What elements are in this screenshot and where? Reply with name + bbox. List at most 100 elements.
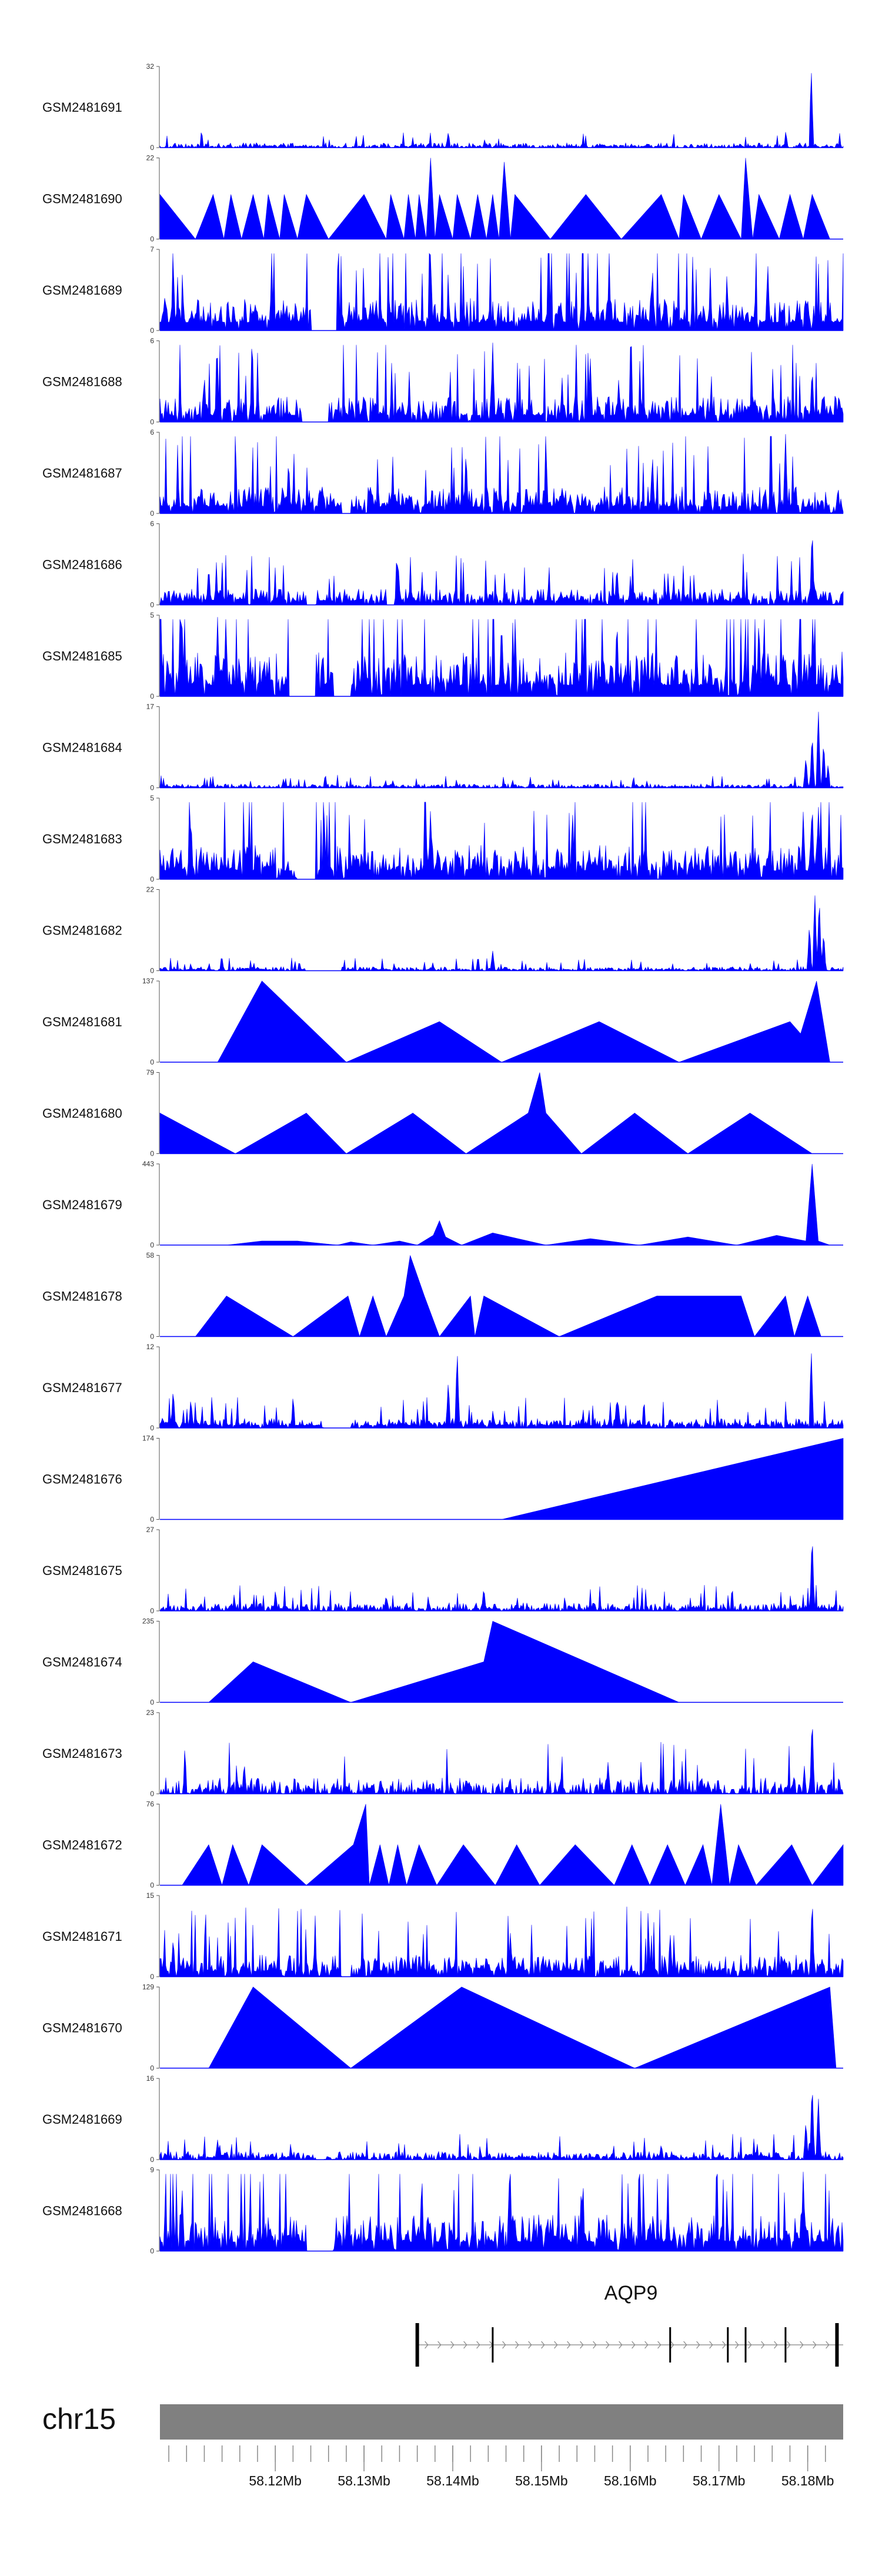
coverage-area bbox=[159, 895, 844, 972]
track-label: GSM2481669 bbox=[42, 2112, 122, 2127]
coverage-area bbox=[208, 1987, 837, 2068]
y-min-label: 0 bbox=[150, 2247, 154, 2255]
y-min-label: 0 bbox=[150, 875, 154, 883]
track-label: GSM2481686 bbox=[42, 558, 122, 572]
y-min-label: 0 bbox=[150, 1607, 154, 1615]
strand-arrow bbox=[683, 2341, 687, 2349]
track-GSM2481670: GSM2481670 129 0 bbox=[42, 1983, 843, 2073]
track-label: GSM2481690 bbox=[42, 192, 122, 206]
y-min-label: 0 bbox=[150, 601, 154, 609]
strand-arrow bbox=[709, 2341, 713, 2349]
strand-arrow bbox=[826, 2341, 830, 2349]
track-label: GSM2481679 bbox=[42, 1197, 122, 1212]
track-GSM2481685: GSM2481685 5 0 bbox=[42, 611, 844, 700]
track-GSM2481676: GSM2481676 174 0 bbox=[42, 1434, 844, 1524]
gene-exon bbox=[784, 2327, 787, 2363]
track-label: GSM2481684 bbox=[42, 740, 122, 755]
track-GSM2481669: GSM2481669 16 0 bbox=[42, 2074, 844, 2164]
coverage-area bbox=[159, 1072, 813, 1154]
chromosome-ideogram-bar bbox=[160, 2404, 843, 2440]
track-GSM2481677: GSM2481677 12 0 bbox=[42, 1343, 844, 1432]
strand-arrow bbox=[761, 2341, 765, 2349]
axis-tick-label: 58.14Mb bbox=[426, 2473, 479, 2488]
coverage-area bbox=[159, 1353, 844, 1429]
track-GSM2481689: GSM2481689 7 0 bbox=[42, 245, 844, 335]
strand-arrow bbox=[800, 2341, 804, 2349]
gene-exon bbox=[744, 2327, 747, 2363]
y-min-label: 0 bbox=[150, 1058, 154, 1066]
strand-arrow bbox=[787, 2341, 791, 2349]
axis-tick-label: 58.12Mb bbox=[249, 2473, 302, 2488]
y-min-label: 0 bbox=[150, 967, 154, 975]
coverage-area bbox=[159, 342, 844, 422]
track-label: GSM2481675 bbox=[42, 1563, 122, 1578]
y-min-label: 0 bbox=[150, 1973, 154, 1981]
track-label: GSM2481668 bbox=[42, 2204, 122, 2218]
y-min-label: 0 bbox=[150, 1150, 154, 1158]
strand-arrow bbox=[450, 2341, 455, 2349]
track-GSM2481690: GSM2481690 22 0 bbox=[42, 154, 843, 243]
y-max-label: 6 bbox=[150, 428, 154, 436]
strand-arrow bbox=[735, 2341, 739, 2349]
strand-arrow bbox=[619, 2341, 623, 2349]
track-label: GSM2481688 bbox=[42, 375, 122, 389]
coverage-area bbox=[195, 1255, 821, 1337]
y-max-label: 7 bbox=[150, 245, 154, 253]
gene-annotation-track: AQP9 bbox=[415, 2282, 843, 2367]
strand-arrow bbox=[606, 2341, 610, 2349]
track-GSM2481673: GSM2481673 23 0 bbox=[42, 1709, 844, 1798]
coverage-area bbox=[159, 1729, 844, 1794]
strand-arrow bbox=[580, 2341, 584, 2349]
axis-tick-label: 58.16Mb bbox=[604, 2473, 657, 2488]
y-max-label: 79 bbox=[146, 1069, 155, 1077]
track-label: GSM2481682 bbox=[42, 923, 122, 938]
track-label: GSM2481689 bbox=[42, 283, 122, 298]
track-GSM2481678: GSM2481678 58 0 bbox=[42, 1252, 843, 1341]
strand-arrow bbox=[774, 2341, 778, 2349]
strand-arrow bbox=[644, 2341, 649, 2349]
gene-exon bbox=[669, 2327, 671, 2363]
y-max-label: 6 bbox=[150, 520, 154, 528]
track-GSM2481679: GSM2481679 443 0 bbox=[42, 1160, 843, 1249]
track-GSM2481686: GSM2481686 6 0 bbox=[42, 520, 844, 609]
y-max-label: 5 bbox=[150, 794, 154, 802]
coverage-area bbox=[159, 73, 844, 148]
y-min-label: 0 bbox=[150, 1333, 154, 1341]
track-GSM2481674: GSM2481674 235 0 bbox=[42, 1617, 843, 1707]
y-max-label: 443 bbox=[142, 1160, 154, 1168]
y-max-label: 27 bbox=[146, 1526, 155, 1534]
y-max-label: 6 bbox=[150, 337, 154, 345]
y-max-label: 22 bbox=[146, 886, 155, 894]
strand-arrow bbox=[425, 2341, 429, 2349]
strand-arrow bbox=[541, 2341, 545, 2349]
track-label: GSM2481683 bbox=[42, 832, 122, 846]
strand-arrow bbox=[657, 2341, 662, 2349]
coverage-area bbox=[159, 158, 830, 240]
y-min-label: 0 bbox=[150, 235, 154, 243]
track-GSM2481682: GSM2481682 22 0 bbox=[42, 886, 844, 975]
y-max-label: 12 bbox=[146, 1343, 155, 1351]
track-GSM2481672: GSM2481672 76 0 bbox=[42, 1800, 844, 1890]
y-min-label: 0 bbox=[150, 1241, 154, 1249]
coverage-area bbox=[159, 2095, 844, 2161]
y-max-label: 137 bbox=[142, 977, 154, 985]
track-label: GSM2481680 bbox=[42, 1106, 122, 1121]
track-GSM2481688: GSM2481688 6 0 bbox=[42, 337, 844, 426]
y-max-label: 5 bbox=[150, 611, 154, 619]
y-min-label: 0 bbox=[150, 418, 154, 426]
y-min-label: 0 bbox=[150, 1699, 154, 1707]
strand-arrow bbox=[502, 2341, 506, 2349]
track-label: GSM2481673 bbox=[42, 1746, 122, 1761]
track-GSM2481687: GSM2481687 6 0 bbox=[42, 428, 844, 518]
strand-arrow bbox=[632, 2341, 636, 2349]
y-max-label: 174 bbox=[142, 1434, 154, 1443]
coverage-area bbox=[159, 253, 844, 331]
strand-arrow bbox=[696, 2341, 700, 2349]
gene-exon bbox=[835, 2323, 839, 2367]
y-max-label: 76 bbox=[146, 1800, 155, 1808]
y-max-label: 23 bbox=[146, 1709, 155, 1717]
gene-exon bbox=[492, 2327, 494, 2363]
y-max-label: 15 bbox=[146, 1891, 155, 1900]
track-label: GSM2481674 bbox=[42, 1655, 122, 1670]
